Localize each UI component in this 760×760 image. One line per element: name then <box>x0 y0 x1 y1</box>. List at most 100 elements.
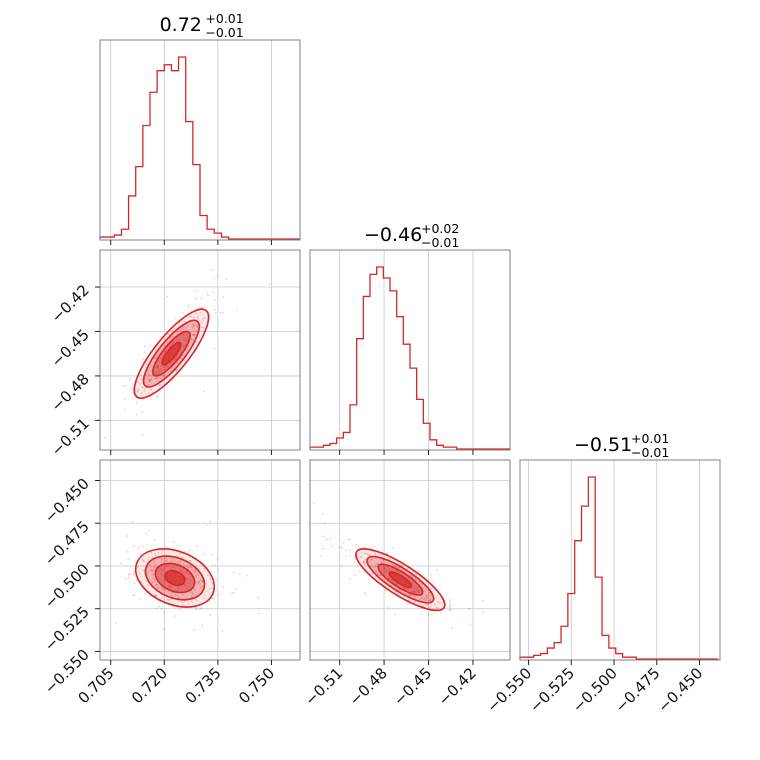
sample-point-0-2 <box>211 581 213 584</box>
sample-point-1-2 <box>428 591 431 594</box>
sample-point-0-1 <box>213 308 216 311</box>
sample-point-0-1 <box>193 333 196 336</box>
sample-point-1-2 <box>411 587 414 590</box>
sample-point-1-2 <box>365 565 368 568</box>
sample-point-0-2 <box>205 589 208 592</box>
sample-point-0-2 <box>185 585 188 588</box>
y-tick-label-2-2: −0.500 <box>41 560 93 612</box>
sample-point-0-2 <box>153 539 156 542</box>
x-tick-label-0-0: 0.705 <box>74 664 117 707</box>
sample-point-0-2 <box>246 574 249 577</box>
sample-point-0-2 <box>141 558 144 561</box>
sample-point-0-2 <box>185 578 188 581</box>
sample-point-0-1 <box>213 347 216 350</box>
sample-point-0-2 <box>182 593 184 596</box>
sample-point-1-2 <box>341 547 343 550</box>
sample-point-0-2 <box>147 529 150 532</box>
sample-point-0-1 <box>157 368 160 371</box>
sample-point-0-2 <box>160 557 163 560</box>
sample-point-1-2 <box>403 588 406 591</box>
sample-point-1-2 <box>375 571 378 574</box>
sample-point-1-2 <box>411 590 414 593</box>
sample-point-0-1 <box>176 330 179 333</box>
sample-point-0-1 <box>269 283 271 286</box>
sample-point-0-1 <box>130 388 133 391</box>
hist-panel-bg-2 <box>520 460 720 660</box>
y-tick-label-1-0: −0.51 <box>48 414 93 459</box>
sample-point-0-2 <box>154 554 157 556</box>
sample-point-1-2 <box>416 586 419 589</box>
sample-point-0-2 <box>206 574 209 577</box>
sample-point-1-2 <box>417 590 420 592</box>
sample-point-0-1 <box>149 370 152 372</box>
sample-point-0-1 <box>197 315 199 318</box>
sample-point-0-2 <box>216 558 219 561</box>
contour-level-1-2-3 <box>388 571 413 589</box>
sample-point-1-2 <box>418 598 421 601</box>
sample-point-1-2 <box>367 554 370 557</box>
sample-point-0-1 <box>200 326 203 329</box>
sample-point-0-1 <box>156 378 159 380</box>
sample-point-1-2 <box>398 566 401 569</box>
sample-point-1-2 <box>355 543 357 546</box>
sample-point-1-2 <box>364 552 367 555</box>
sample-point-1-2 <box>384 567 386 570</box>
sample-point-1-2 <box>383 589 386 592</box>
y-tick-label-1-3: −0.42 <box>48 281 93 326</box>
sample-point-0-2 <box>171 565 174 568</box>
sample-point-0-2 <box>160 558 163 561</box>
sample-point-0-1 <box>141 434 144 437</box>
sample-point-1-2 <box>358 569 361 572</box>
sample-point-0-1 <box>155 376 158 379</box>
sample-point-0-2 <box>167 584 170 587</box>
sample-point-0-1 <box>166 365 168 368</box>
sample-point-0-2 <box>146 583 149 586</box>
sample-point-1-2 <box>388 568 391 570</box>
sample-point-1-2 <box>360 556 363 559</box>
sample-point-0-1 <box>173 358 176 360</box>
sample-point-0-2 <box>231 592 234 595</box>
sample-point-0-1 <box>222 311 224 314</box>
sample-point-0-2 <box>182 563 185 565</box>
sample-point-0-2 <box>144 592 146 595</box>
sample-point-0-1 <box>169 336 172 339</box>
sample-point-0-2 <box>136 566 139 569</box>
sample-point-0-2 <box>166 585 168 588</box>
sample-point-1-2 <box>431 579 433 581</box>
sample-point-0-2 <box>153 553 156 556</box>
sample-point-1-2 <box>405 587 408 590</box>
sample-point-0-1 <box>153 357 156 360</box>
sample-point-0-2 <box>132 544 135 547</box>
sample-point-0-1 <box>155 354 158 357</box>
sample-point-0-1 <box>153 371 156 373</box>
sample-point-1-2 <box>436 607 439 610</box>
sample-point-1-2 <box>371 573 374 576</box>
sample-point-0-2 <box>124 578 127 580</box>
sample-point-1-2 <box>344 556 347 559</box>
sample-point-1-2 <box>413 601 416 603</box>
sample-point-1-2 <box>413 591 416 593</box>
sample-point-0-2 <box>151 581 154 583</box>
sample-point-0-1 <box>136 391 139 394</box>
sample-point-1-2 <box>408 594 410 597</box>
sample-point-0-1 <box>146 369 149 372</box>
sample-point-0-1 <box>158 384 161 387</box>
sample-point-0-1 <box>236 309 238 312</box>
sample-point-1-2 <box>419 590 422 593</box>
sample-point-1-2 <box>427 603 430 606</box>
sample-point-1-2 <box>436 569 439 572</box>
hist-line-2 <box>519 476 719 660</box>
sample-point-1-2 <box>379 574 382 576</box>
sample-point-0-1 <box>183 320 185 323</box>
y-tick-label-2-4: −0.450 <box>41 475 93 527</box>
sample-point-1-2 <box>322 535 325 538</box>
title-minus-0: −0.01 <box>205 25 243 40</box>
sample-point-0-1 <box>163 374 165 377</box>
sample-point-0-2 <box>151 570 154 572</box>
sample-point-0-2 <box>217 567 220 570</box>
x-tick-label-1-1: −0.48 <box>346 664 391 709</box>
sample-point-0-1 <box>155 376 158 379</box>
sample-point-1-2 <box>422 605 425 607</box>
sample-point-0-1 <box>156 366 159 369</box>
sample-point-0-1 <box>198 307 201 309</box>
